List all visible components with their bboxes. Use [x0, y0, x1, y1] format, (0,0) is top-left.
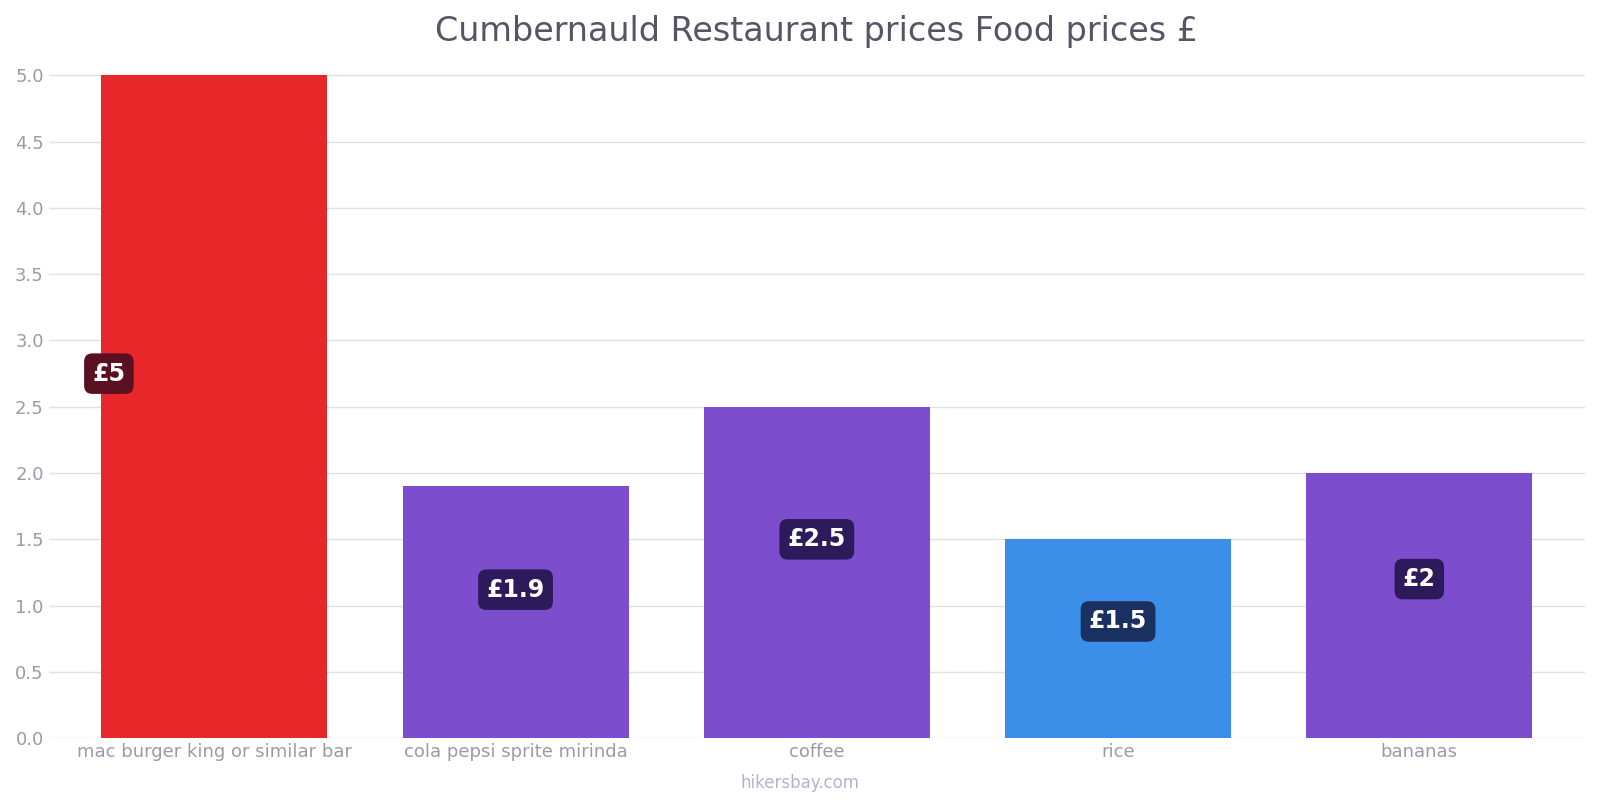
- Bar: [101, 75, 328, 738]
- Bar: [403, 486, 629, 738]
- Bar: [1306, 473, 1533, 738]
- Bar: [1005, 539, 1230, 738]
- Text: £5: £5: [93, 362, 125, 386]
- Text: £2: £2: [1403, 567, 1435, 591]
- Text: £1.9: £1.9: [486, 578, 544, 602]
- Text: £1.5: £1.5: [1090, 610, 1147, 634]
- Title: Cumbernauld Restaurant prices Food prices £: Cumbernauld Restaurant prices Food price…: [435, 15, 1198, 48]
- Text: hikersbay.com: hikersbay.com: [741, 774, 859, 792]
- Text: £2.5: £2.5: [787, 527, 846, 551]
- Bar: [704, 406, 930, 738]
